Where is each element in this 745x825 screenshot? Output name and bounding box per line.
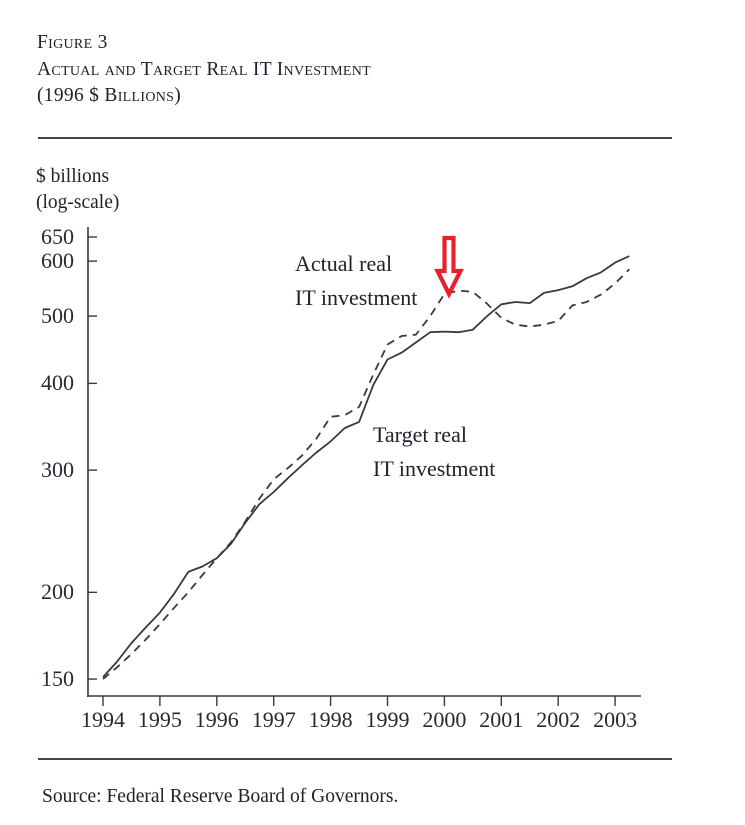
figure-title-block: Figure 3 Actual and Target Real IT Inves…: [37, 30, 371, 110]
y-tick-label: 600: [41, 248, 74, 274]
target-series-label-line1: Target real: [373, 422, 467, 447]
y-tick-label: 500: [41, 303, 74, 329]
y-tick-label: 400: [41, 370, 74, 396]
y-axis-unit-label: $ billions (log-scale): [36, 164, 119, 216]
y-axis-unit-line1: $ billions: [36, 166, 110, 187]
title-divider: [38, 137, 672, 139]
y-tick-label: 650: [41, 224, 74, 249]
x-tick-label: 1998: [308, 707, 353, 732]
red-down-arrow-icon: [434, 235, 464, 299]
y-tick-label: 150: [41, 666, 74, 692]
x-tick-label: 1996: [194, 707, 239, 732]
y-tick-label: 200: [41, 579, 74, 605]
source-note: Source: Federal Reserve Board of Governo…: [42, 786, 399, 807]
series-line-actual: [102, 268, 630, 680]
actual-series-label-line1: Actual real: [295, 251, 393, 276]
x-tick-label: 2001: [479, 707, 524, 732]
x-tick-label: 1994: [81, 707, 125, 732]
y-tick-label: 300: [41, 457, 74, 483]
series-line-target: [102, 255, 630, 678]
x-tick-label: 2003: [593, 707, 638, 732]
target-series-label-line2: IT investment: [373, 456, 496, 481]
target-series-label: Target real IT investment: [373, 418, 495, 486]
figure-title: Actual and Target Real IT Investment: [37, 58, 372, 80]
x-tick-label: 1997: [251, 707, 296, 732]
x-tick-label: 1999: [365, 707, 410, 732]
x-tick-label: 2000: [422, 707, 467, 732]
figure-label: Figure 3: [37, 32, 108, 53]
source-divider: [38, 758, 672, 760]
actual-series-label: Actual real IT investment: [295, 247, 417, 315]
figure-subtitle: (1996 $ Billions): [37, 85, 182, 106]
x-tick-label: 2002: [536, 707, 581, 732]
x-tick-label: 1995: [137, 707, 182, 732]
y-axis-unit-line2: (log-scale): [36, 192, 120, 213]
actual-series-label-line2: IT investment: [295, 285, 418, 310]
